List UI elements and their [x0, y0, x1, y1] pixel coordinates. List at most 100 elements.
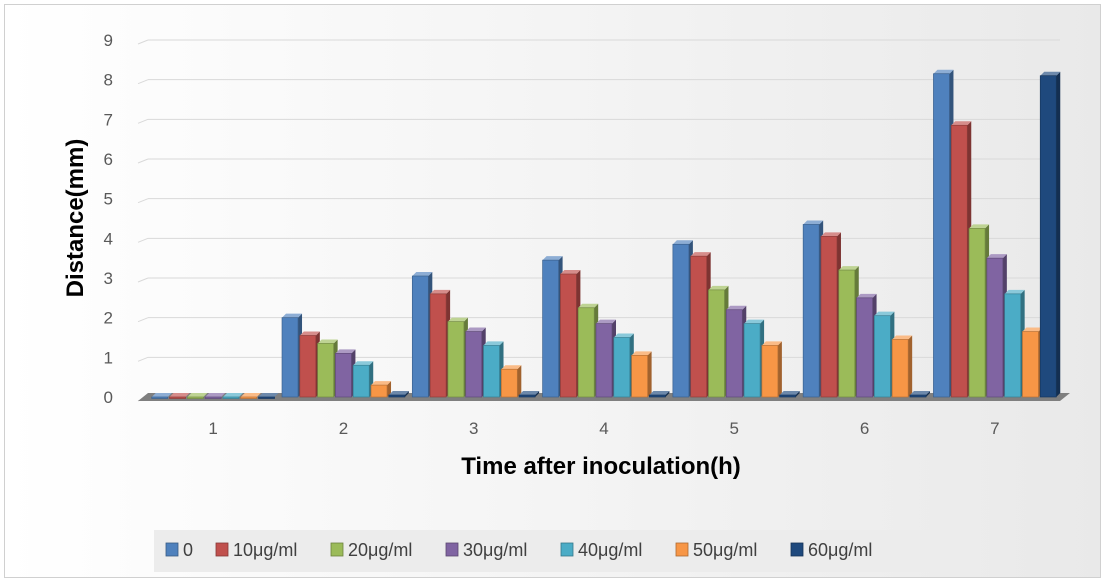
bar — [335, 349, 356, 398]
legend-swatch — [445, 542, 459, 557]
legend-label: 20μg/ml — [348, 540, 412, 560]
bar — [411, 272, 433, 398]
y-axis-ticks: 0 1 2 3 4 5 6 7 8 9 — [104, 31, 113, 407]
bar-side — [517, 365, 522, 397]
bar-top — [672, 240, 693, 245]
y-tick-label: 4 — [104, 229, 113, 248]
bar-top — [744, 319, 765, 324]
bar-top — [933, 69, 954, 74]
bar — [352, 361, 374, 398]
bar — [874, 311, 895, 398]
bar — [838, 266, 859, 398]
bar-front — [1039, 75, 1057, 398]
bar-front — [560, 273, 577, 398]
gridline-depth — [137, 237, 149, 243]
legend-swatch — [330, 542, 344, 557]
bar-top — [761, 341, 782, 346]
legend-label: 40μg/ml — [578, 540, 642, 560]
bar-top — [151, 393, 172, 397]
bar-top — [222, 393, 243, 397]
bar — [779, 391, 800, 398]
bar — [708, 285, 729, 398]
bar-front — [690, 255, 708, 398]
bar-top — [838, 266, 859, 271]
bar-front — [447, 321, 465, 398]
bar-front — [370, 384, 388, 398]
bar-side — [404, 391, 409, 397]
y-tick-label: 1 — [104, 348, 113, 367]
bar-front — [299, 335, 317, 398]
bar-front — [933, 73, 950, 398]
bar — [725, 305, 747, 398]
bar-top — [874, 311, 895, 316]
bar-front — [909, 394, 927, 398]
bar — [672, 240, 693, 398]
bar-front — [1004, 293, 1022, 398]
bar — [204, 393, 226, 399]
bars — [151, 69, 1061, 399]
bar-top — [708, 285, 729, 290]
gridline-depth — [137, 158, 149, 164]
x-tick-label: 1 — [208, 419, 217, 438]
bar-top — [299, 331, 320, 336]
bar-side — [647, 351, 652, 397]
bar — [649, 391, 670, 398]
bar-front — [518, 394, 536, 398]
bar — [761, 341, 782, 398]
bar-top — [856, 293, 877, 298]
x-axis-ticks: 1 2 3 4 5 6 7 — [208, 419, 999, 438]
bar-top — [519, 391, 540, 396]
gridline-depth — [137, 118, 149, 124]
bar-top — [240, 393, 261, 397]
bar — [595, 319, 616, 398]
legend-swatch — [790, 542, 804, 557]
bar-front — [258, 396, 275, 399]
bar — [802, 220, 824, 398]
bar — [465, 327, 486, 398]
bar — [613, 333, 634, 398]
bar-front — [151, 396, 169, 399]
bar-top — [430, 289, 451, 294]
bar-front — [335, 353, 352, 398]
bar-front — [595, 323, 613, 398]
bar-front — [968, 228, 986, 398]
gridline-depth — [137, 277, 149, 283]
bar-top — [412, 272, 433, 277]
bar — [483, 341, 504, 398]
bar-front — [874, 315, 891, 398]
bar — [151, 393, 172, 399]
bar-front — [577, 307, 595, 398]
bar-top — [892, 335, 913, 340]
x-tick-label: 2 — [339, 419, 348, 438]
bar-front — [1022, 331, 1039, 398]
x-tick-label: 3 — [469, 419, 478, 438]
gridline-depth — [137, 39, 149, 45]
bar — [1022, 327, 1043, 398]
bar-top — [282, 313, 303, 318]
legend-label: 50μg/ml — [693, 540, 757, 560]
bar-front — [500, 368, 518, 398]
bar-front — [986, 257, 1004, 398]
bar-top — [803, 220, 824, 225]
bar-front — [411, 275, 429, 398]
legend: 0 10μg/ml 20μg/ml 30μg/ml 40μg/ml 50μg/ml 60μg… — [165, 540, 872, 560]
bar-top — [986, 254, 1007, 259]
bar-top — [779, 391, 800, 396]
bar — [447, 317, 468, 398]
bar-front — [672, 243, 690, 398]
y-tick-label: 9 — [104, 31, 113, 50]
legend-item: 50μg/ml — [675, 540, 757, 560]
bar — [690, 252, 711, 398]
bar-front — [240, 396, 258, 399]
bar — [388, 391, 409, 398]
bar-top — [371, 381, 392, 386]
bar — [542, 256, 563, 398]
bar — [986, 254, 1007, 398]
x-tick-label: 4 — [599, 419, 608, 438]
legend-swatch — [560, 542, 574, 557]
bar — [743, 319, 765, 398]
bar — [631, 351, 652, 398]
bar-top — [205, 393, 226, 397]
bar-top — [501, 365, 522, 370]
legend-item: 0 — [165, 540, 193, 560]
